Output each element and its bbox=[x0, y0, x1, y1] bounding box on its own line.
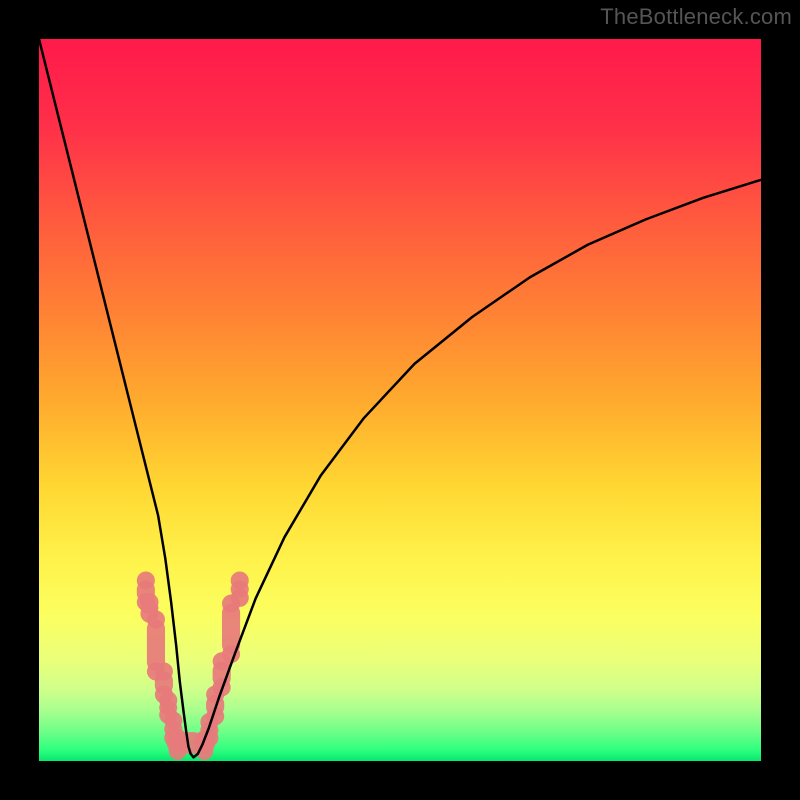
bottleneck-chart bbox=[0, 0, 800, 800]
watermark-text: TheBottleneck.com bbox=[600, 4, 792, 30]
chart-container: TheBottleneck.com bbox=[0, 0, 800, 800]
